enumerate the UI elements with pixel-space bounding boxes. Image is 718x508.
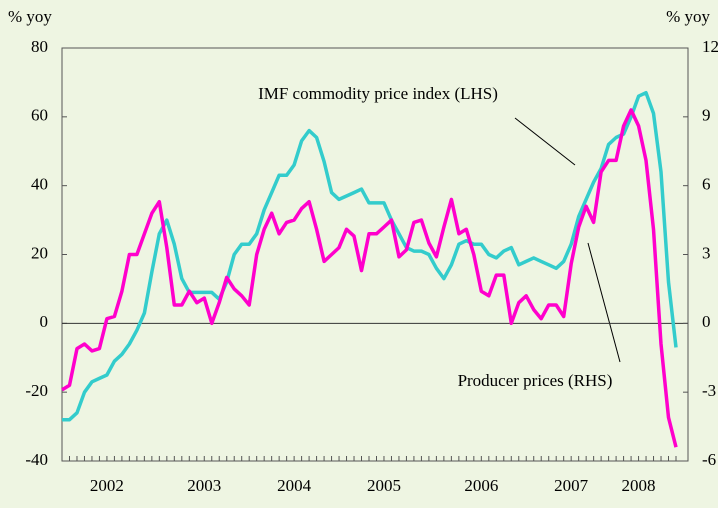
y2-tick-label: -3 [702,381,716,400]
x-tick-label: 2002 [90,476,124,495]
y-tick-label: 20 [31,243,48,262]
y2-tick-label: 3 [702,243,711,262]
leader-line [514,117,576,166]
y2-tick-label: -6 [702,450,716,469]
x-tick-label: 2008 [622,476,656,495]
y-tick-label: 80 [31,37,48,56]
y2-tick-label: 0 [702,312,711,331]
y-tick-label: 40 [31,175,48,194]
annotation: Producer prices (RHS) [458,371,613,390]
y2-tick-label: 6 [702,175,711,194]
y-tick-label: 60 [31,106,48,125]
y-tick-label: -20 [25,381,48,400]
x-tick-label: 2006 [464,476,498,495]
y2-tick-label: 9 [702,106,711,125]
series-line [61,108,678,448]
y2-axis-label: % yoy [666,7,710,26]
y-axis-label: % yoy [8,7,52,26]
x-tick-label: 2007 [554,476,589,495]
x-tick-label: 2005 [367,476,401,495]
x-tick-label: 2004 [277,476,312,495]
y-tick-label: 0 [40,312,49,331]
y-tick-label: -40 [25,450,48,469]
annotation: IMF commodity price index (LHS) [258,84,498,103]
leader-line [587,242,621,363]
y2-tick-label: 12 [702,37,718,56]
x-tick-label: 2003 [187,476,221,495]
